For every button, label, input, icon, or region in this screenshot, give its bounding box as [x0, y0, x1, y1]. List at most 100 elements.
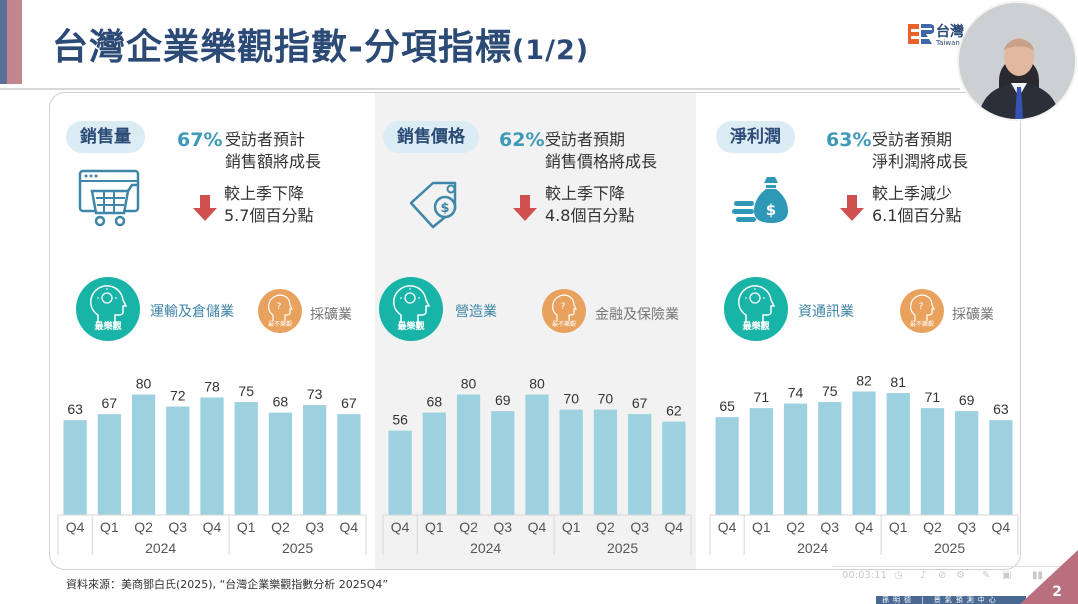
bar-value-label: 81 [890, 374, 906, 390]
microphone-icon[interactable]: ♪ [920, 570, 927, 581]
category-tick-label: Q4 [66, 519, 85, 535]
category-tick-label: Q2 [271, 519, 290, 535]
percent-description-line2: 銷售額將成長 [225, 152, 322, 171]
svg-text:?: ? [561, 302, 566, 312]
pen-icon[interactable]: ✎ [982, 570, 991, 581]
camera-off-icon[interactable]: ⊘ [938, 570, 947, 581]
percent-description-line1: 受訪者預期 [872, 130, 953, 149]
bar [715, 417, 739, 515]
bar [166, 406, 190, 515]
title-accent-bar [0, 0, 22, 84]
bar [525, 394, 549, 515]
most-optimistic-label: 最樂觀 [397, 322, 425, 332]
page-title-suffix: (1/2) [511, 35, 590, 66]
page-title-text: 台灣企業樂觀指數-分項指標 [52, 27, 512, 68]
bar-value-label: 82 [856, 373, 872, 389]
bar [662, 421, 686, 515]
year-group-label: 2024 [797, 540, 828, 556]
category-tick-label: Q4 [718, 519, 737, 535]
bar-value-label: 68 [427, 394, 443, 410]
change-line1: 較上季下降 [545, 184, 626, 203]
screen-icon[interactable]: ▣ [1002, 570, 1012, 581]
category-tick-label: Q2 [923, 519, 942, 535]
least-optimistic-badge: ? 最不樂觀 [900, 289, 944, 333]
bar [131, 394, 156, 515]
down-arrow-icon [513, 195, 537, 221]
percent-description-line2: 淨利潤將成長 [872, 152, 969, 171]
bar-chart-svg: 56 Q4 68 Q1 80 Q2 69 Q3 80 Q4 70 Q1 70 Q2 67 Q3 62 Q4 2024… [382, 376, 692, 556]
bar-value-label: 80 [461, 376, 477, 392]
bar [886, 393, 910, 515]
category-tick-label: Q4 [203, 519, 222, 535]
least-optimistic-industry: 採礦業 [952, 307, 994, 323]
category-tick-label: Q3 [493, 519, 512, 535]
chart-sales-volume: 63 Q4 67 Q1 80 Q2 72 Q3 78 Q4 75 Q1 68 Q2 73 Q3 67 Q4 2024… [54, 376, 370, 557]
page-number: 2 [1052, 584, 1062, 600]
bar-value-label: 69 [959, 392, 975, 408]
category-tick-label: Q2 [786, 519, 805, 535]
pause-icon[interactable]: ◷ [894, 570, 903, 581]
bar-value-label: 75 [822, 383, 838, 399]
change-line2: 5.7個百分點 [224, 206, 314, 225]
presenter-webcam [957, 1, 1077, 121]
bar-value-label: 63 [993, 401, 1009, 417]
category-tick-label: Q3 [305, 519, 324, 535]
lightbulb-head-icon [90, 285, 128, 323]
bar [955, 411, 979, 515]
bar-chart-svg: 63 Q4 67 Q1 80 Q2 72 Q3 78 Q4 75 Q1 68 Q2 73 Q3 67 Q4 2024… [57, 376, 367, 556]
most-optimistic-industry: 營造業 [455, 304, 497, 320]
panel-net-profit: 淨利潤 63% 受訪者預期 淨利潤將成長 $ 較上季減少 6.1個百分點 [700, 93, 1020, 569]
year-group-label: 2024 [470, 540, 501, 556]
money-bag-icon: $ [732, 177, 788, 223]
panel-title-pill: 銷售價格 [383, 121, 479, 153]
bar-value-label: 56 [392, 412, 408, 428]
bar [852, 391, 876, 515]
most-optimistic-industry: 資通訊業 [798, 304, 854, 320]
category-tick-label: Q1 [425, 519, 444, 535]
panel-title-pill: 銷售量 [66, 121, 145, 153]
page-title: 台灣企業樂觀指數-分項指標(1/2) [52, 18, 589, 70]
bar-value-label: 67 [341, 395, 357, 411]
category-tick-label: Q3 [168, 519, 187, 535]
question-head-icon: ? [910, 294, 935, 321]
category-tick-label: Q2 [596, 519, 615, 535]
bar-value-label: 65 [719, 398, 735, 414]
change-line2: 6.1個百分點 [872, 206, 962, 225]
bar-value-label: 80 [136, 376, 152, 392]
bar [337, 414, 361, 515]
change-line1: 較上季減少 [872, 184, 953, 203]
bar-value-label: 67 [632, 395, 648, 411]
logo-subtext: Taiwan [936, 39, 960, 47]
most-optimistic-badge: 最樂觀 [76, 277, 140, 341]
percent-description: 受訪者預期 銷售價格將成長 [545, 129, 657, 173]
percent-value: 63% [826, 129, 872, 151]
bar [97, 414, 121, 515]
header-divider [0, 88, 960, 90]
svg-text:?: ? [919, 302, 924, 312]
percent-description: 受訪者預期 淨利潤將成長 [872, 129, 968, 173]
least-optimistic-badge: ? 最不樂觀 [542, 289, 586, 333]
category-tick-label: Q2 [134, 519, 153, 535]
down-arrow-icon [840, 195, 864, 221]
percent-description-line1: 受訪者預計 [225, 130, 306, 149]
most-optimistic-badge: 最樂觀 [379, 277, 443, 341]
year-group-label: 2024 [145, 540, 176, 556]
percent-description: 受訪者預計 銷售額將成長 [225, 129, 321, 173]
percent-description-line1: 受訪者預期 [545, 130, 626, 149]
change-line1: 較上季下降 [224, 184, 305, 203]
bar-value-label: 62 [666, 403, 682, 419]
organization-logo: 台灣 Taiwan [908, 22, 968, 50]
settings-icon[interactable]: ⚙ [956, 570, 965, 581]
bar-value-label: 71 [754, 389, 770, 405]
svg-text:$: $ [766, 201, 776, 219]
down-arrow-icon [193, 195, 217, 221]
question-head-icon: ? [552, 294, 577, 321]
least-optimistic-industry: 金融及保險業 [595, 307, 679, 323]
category-tick-label: Q1 [752, 519, 771, 535]
year-group-label: 2025 [282, 540, 313, 556]
category-tick-label: Q4 [855, 519, 874, 535]
category-tick-label: Q4 [992, 519, 1011, 535]
category-tick-label: Q1 [889, 519, 908, 535]
logo-mark-icon [908, 24, 934, 44]
svg-text:?: ? [277, 302, 282, 312]
